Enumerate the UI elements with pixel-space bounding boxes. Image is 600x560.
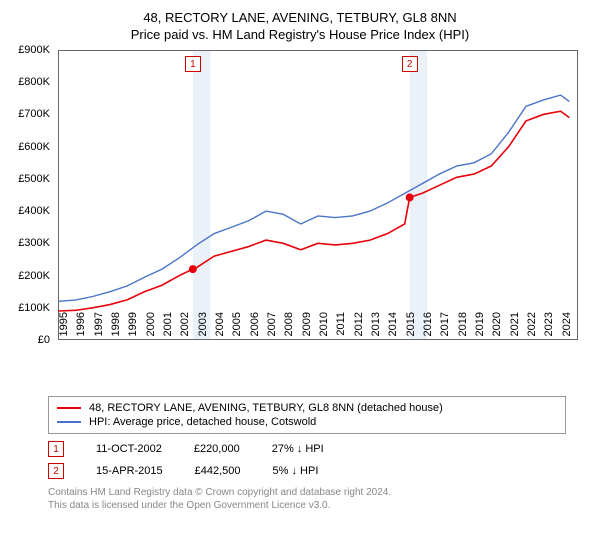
x-axis-label: 2002	[179, 312, 191, 348]
legend-swatch-hpi	[57, 421, 81, 423]
title-line-1: 48, RECTORY LANE, AVENING, TETBURY, GL8 …	[10, 10, 590, 25]
y-axis-label: £700K	[0, 108, 50, 120]
sale-row: 1 11-OCT-2002 £220,000 27% ↓ HPI	[48, 438, 580, 460]
y-axis-label: £100K	[0, 302, 50, 314]
x-axis-label: 1996	[75, 312, 87, 348]
sale-delta: 5% ↓ HPI	[273, 465, 319, 477]
x-axis-label: 1998	[110, 312, 122, 348]
legend-row: HPI: Average price, detached house, Cots…	[57, 415, 557, 429]
x-axis-label: 2018	[457, 312, 469, 348]
legend-label: 48, RECTORY LANE, AVENING, TETBURY, GL8 …	[89, 402, 443, 414]
x-axis-label: 2017	[439, 312, 451, 348]
x-axis-label: 2015	[405, 312, 417, 348]
y-axis-label: £900K	[0, 44, 50, 56]
x-axis-label: 2016	[422, 312, 434, 348]
sale-delta: 27% ↓ HPI	[272, 443, 324, 455]
legend-label: HPI: Average price, detached house, Cots…	[89, 416, 316, 428]
x-axis-label: 2021	[509, 312, 521, 348]
x-axis-label: 1999	[127, 312, 139, 348]
y-axis-label: £500K	[0, 173, 50, 185]
x-axis-label: 1995	[58, 312, 70, 348]
x-axis-label: 2023	[543, 312, 555, 348]
footer: Contains HM Land Registry data © Crown c…	[48, 486, 580, 512]
x-axis-label: 1997	[93, 312, 105, 348]
x-axis-label: 2014	[387, 312, 399, 348]
title-line-2: Price paid vs. HM Land Registry's House …	[10, 27, 590, 42]
sales-table: 1 11-OCT-2002 £220,000 27% ↓ HPI 2 15-AP…	[48, 438, 580, 482]
sale-price: £220,000	[194, 443, 240, 455]
x-axis-label: 2003	[197, 312, 209, 348]
sale-marker-icon: 1	[48, 441, 64, 457]
y-axis-label: £800K	[0, 76, 50, 88]
x-axis-label: 2001	[162, 312, 174, 348]
sale-row: 2 15-APR-2015 £442,500 5% ↓ HPI	[48, 460, 580, 482]
x-axis-label: 2020	[491, 312, 503, 348]
legend-row: 48, RECTORY LANE, AVENING, TETBURY, GL8 …	[57, 401, 557, 415]
footer-line-2: This data is licensed under the Open Gov…	[48, 499, 580, 512]
x-axis-label: 2007	[266, 312, 278, 348]
x-axis-label: 2008	[283, 312, 295, 348]
y-axis-label: £200K	[0, 270, 50, 282]
x-axis-label: 2012	[353, 312, 365, 348]
y-axis-label: £600K	[0, 141, 50, 153]
y-axis-label: £300K	[0, 237, 50, 249]
x-axis-label: 2000	[145, 312, 157, 348]
x-axis-label: 2011	[335, 312, 347, 348]
x-axis-label: 2004	[214, 312, 226, 348]
x-axis-label: 2019	[474, 312, 486, 348]
x-axis-label: 2006	[249, 312, 261, 348]
y-axis-label: £400K	[0, 205, 50, 217]
legend-swatch-property	[57, 407, 81, 409]
x-axis-label: 2005	[231, 312, 243, 348]
sale-price: £442,500	[195, 465, 241, 477]
sale-date: 15-APR-2015	[96, 465, 163, 477]
sale-marker-icon: 2	[48, 463, 64, 479]
footer-line-1: Contains HM Land Registry data © Crown c…	[48, 486, 580, 499]
x-axis-label: 2024	[561, 312, 573, 348]
x-axis-label: 2013	[370, 312, 382, 348]
line-chart	[58, 50, 578, 340]
x-axis-label: 2010	[318, 312, 330, 348]
x-axis-label: 2009	[301, 312, 313, 348]
legend: 48, RECTORY LANE, AVENING, TETBURY, GL8 …	[48, 396, 566, 434]
sale-marker-tag: 1	[185, 56, 201, 72]
sale-date: 11-OCT-2002	[96, 443, 162, 455]
chart-title-block: 48, RECTORY LANE, AVENING, TETBURY, GL8 …	[10, 10, 590, 42]
chart-area: £0£100K£200K£300K£400K£500K£600K£700K£80…	[20, 50, 580, 390]
y-axis-label: £0	[0, 334, 50, 346]
x-axis-label: 2022	[526, 312, 538, 348]
sale-marker-tag: 2	[402, 56, 418, 72]
